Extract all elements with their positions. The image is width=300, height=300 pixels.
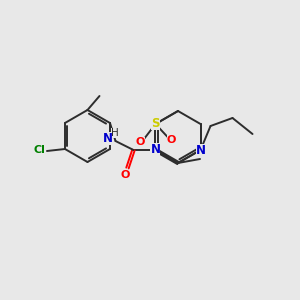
Text: O: O [167, 135, 176, 145]
Text: N: N [151, 143, 160, 157]
Text: H: H [111, 128, 119, 138]
Text: Cl: Cl [33, 145, 45, 155]
Text: O: O [136, 137, 145, 147]
Text: O: O [121, 170, 130, 180]
Text: N: N [196, 143, 206, 157]
Text: S: S [151, 118, 160, 130]
Text: N: N [103, 131, 112, 145]
